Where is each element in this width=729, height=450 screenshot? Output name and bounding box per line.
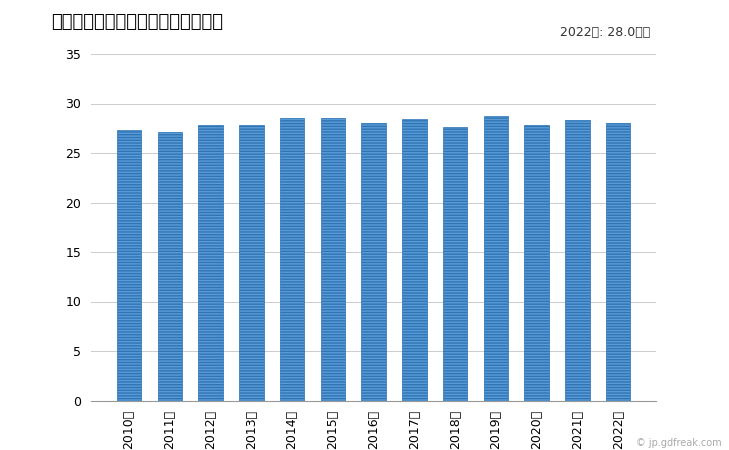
Bar	[321, 118, 345, 400]
Bar	[565, 120, 590, 400]
Bar	[524, 125, 549, 400]
Text: © jp.gdfreak.com: © jp.gdfreak.com	[636, 438, 722, 448]
Bar	[362, 123, 386, 400]
Text: 2022年: 28.0万円: 2022年: 28.0万円	[560, 26, 650, 39]
Bar	[198, 125, 223, 400]
Text: 一般労働者のきまって支給する給与: 一般労働者のきまって支給する給与	[51, 14, 223, 32]
Bar	[117, 130, 141, 400]
Bar	[443, 127, 467, 400]
Bar	[606, 123, 631, 400]
Bar	[239, 125, 264, 400]
Bar	[280, 118, 304, 400]
Bar	[157, 132, 182, 400]
Bar	[483, 117, 508, 400]
Bar	[402, 119, 426, 400]
